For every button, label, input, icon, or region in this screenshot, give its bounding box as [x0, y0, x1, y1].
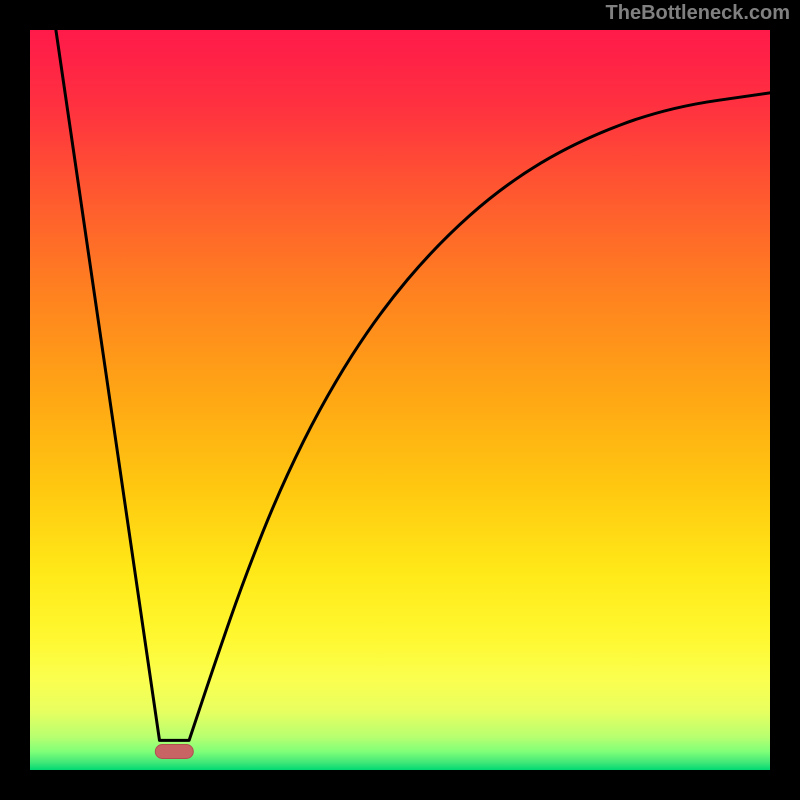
plot-area: [30, 30, 770, 770]
bottleneck-curve: [56, 30, 770, 740]
optimal-marker: [155, 745, 193, 759]
chart-container: TheBottleneck.com: [0, 0, 800, 800]
watermark-text: TheBottleneck.com: [606, 2, 790, 25]
curve-layer: [30, 30, 770, 770]
